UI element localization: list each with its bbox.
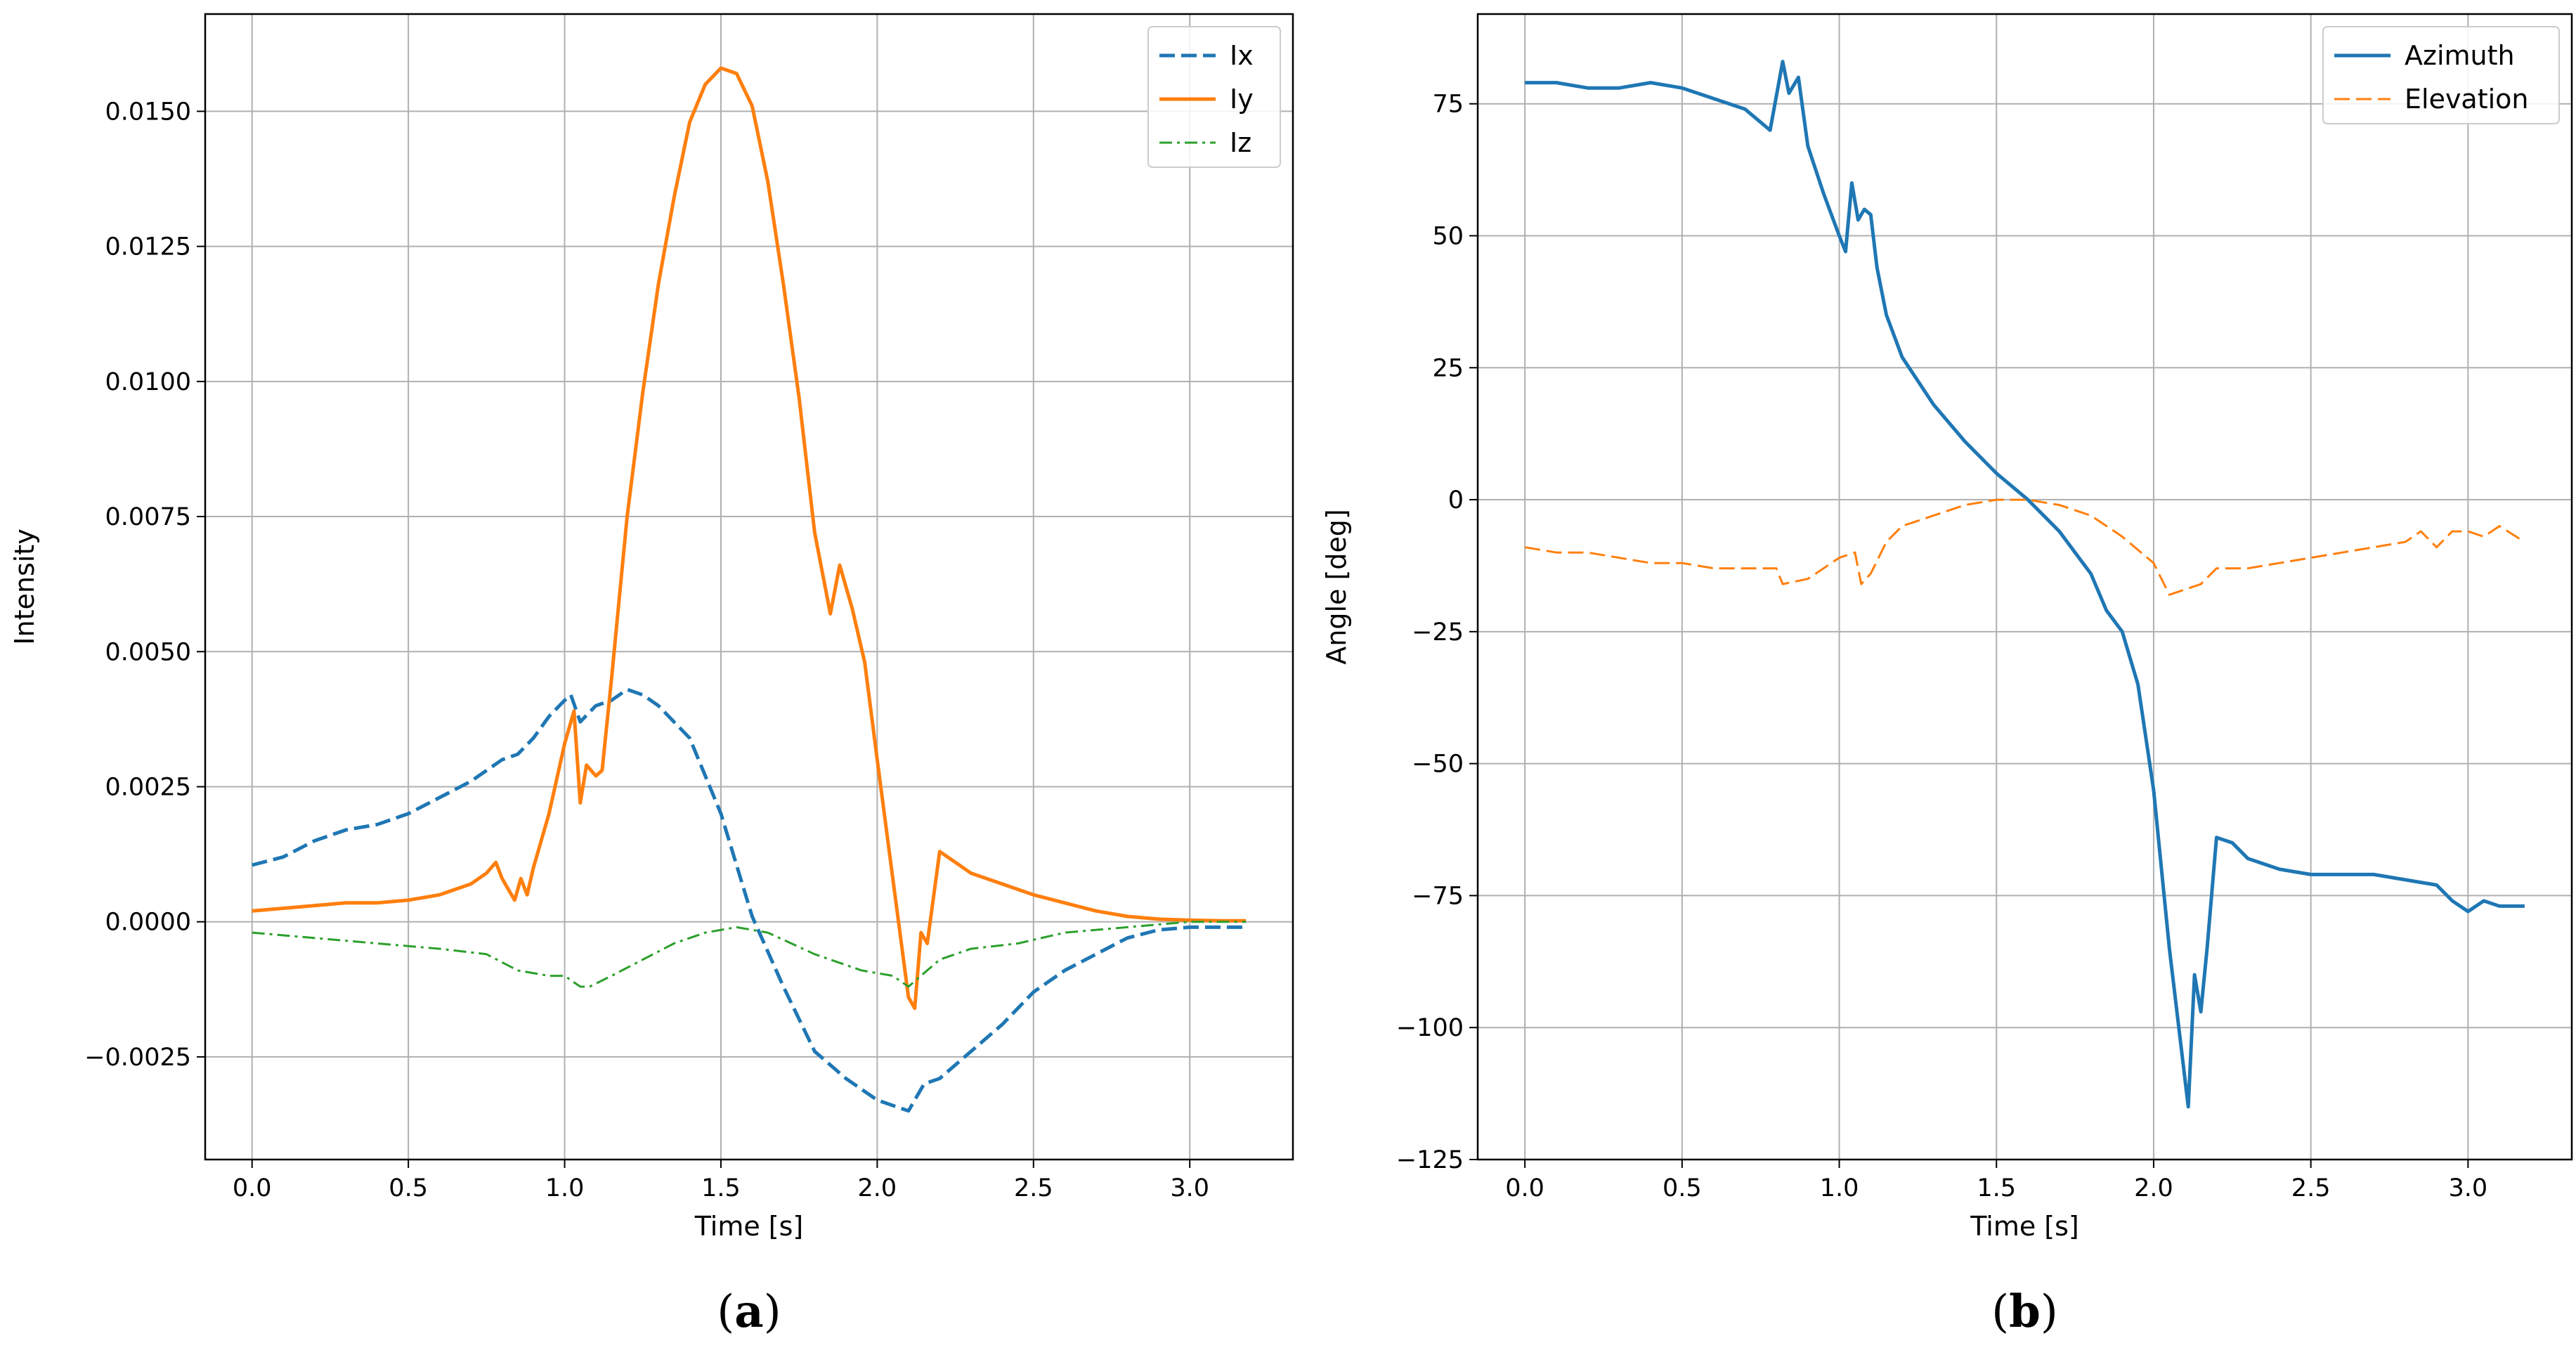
chart-a-legend: Ix Iy Iz — [1147, 26, 1281, 168]
chart-b-axes-frame — [1476, 13, 2573, 1161]
chart-b-x-axis-label: Time [s] — [1970, 1211, 2079, 1242]
chart-a-x-tick-label: 2.0 — [858, 1174, 897, 1202]
chart-a-axes-frame — [204, 13, 1294, 1161]
chart-a-y-tick-label: 0.0125 — [105, 233, 191, 261]
chart-b-y-tick-label: −100 — [1396, 1014, 1464, 1042]
chart-a-y-tick-label: 0.0150 — [105, 98, 191, 126]
chart-b-legend: Azimuth Elevation — [2322, 26, 2560, 124]
chart-b-x-ticks: 0.0 0.5 1.0 1.5 2.0 2.5 3.0 — [1505, 1160, 2487, 1202]
chart-a-x-tick-label: 0.0 — [233, 1174, 272, 1202]
chart-a-legend-label-iy: Iy — [1230, 84, 1254, 115]
chart-b-y-tick-label: −50 — [1412, 751, 1464, 779]
chart-b-series — [1524, 60, 2525, 1109]
chart-panel-a: 0.0 0.5 1.0 1.5 2.0 2.5 3.0 −0.0025 0.0000 0.002… — [9, 13, 1294, 1338]
chart-b-x-tick-label: 1.5 — [1977, 1174, 2016, 1202]
chart-a-legend-label-iz: Iz — [1230, 127, 1251, 158]
chart-panel-b: 0.0 0.5 1.0 1.5 2.0 2.5 3.0 −125 −100 −75 −50 −25 0… — [1321, 13, 2573, 1338]
chart-b-x-tick-label: 0.0 — [1505, 1174, 1544, 1202]
chart-b-series-azimuth — [1525, 60, 2525, 1109]
chart-a-x-ticks: 0.0 0.5 1.0 1.5 2.0 2.5 3.0 — [233, 1160, 1209, 1202]
chart-a-series-iz — [252, 921, 1247, 988]
chart-a-x-axis-label: Time [s] — [694, 1211, 804, 1242]
chart-b-x-tick-label: 2.0 — [2134, 1174, 2173, 1202]
chart-a-x-tick-label: 1.0 — [545, 1174, 585, 1202]
chart-b-caption-open: ( — [1991, 1286, 2009, 1338]
chart-a-legend-label-ix: Ix — [1230, 40, 1254, 71]
chart-b-y-ticks: −125 −100 −75 −50 −25 0 25 50 75 — [1396, 91, 1478, 1174]
chart-a-series — [252, 66, 1247, 1113]
chart-a-y-tick-label: 0.0075 — [105, 503, 191, 531]
chart-a-caption-open: ( — [717, 1286, 734, 1338]
chart-a-y-tick-label: 0.0000 — [105, 909, 191, 937]
chart-a-caption-close: ) — [764, 1286, 781, 1338]
chart-b-y-tick-label: 25 — [1432, 354, 1464, 382]
chart-b-legend-label-elevation: Elevation — [2405, 84, 2529, 115]
chart-b-x-tick-label: 2.5 — [2291, 1174, 2331, 1202]
chart-a-legend-box — [1147, 26, 1281, 168]
chart-b-x-tick-label: 0.5 — [1663, 1174, 1702, 1202]
chart-a-x-tick-label: 3.0 — [1170, 1174, 1209, 1202]
chart-b-gridlines — [1478, 14, 2572, 1160]
chart-a-y-tick-label: −0.0025 — [84, 1044, 191, 1072]
chart-a-series-ix — [252, 687, 1247, 1113]
chart-b-caption: (b) — [1991, 1285, 2058, 1338]
chart-b-y-tick-label: −125 — [1396, 1146, 1464, 1174]
chart-a-caption: (a) — [717, 1285, 781, 1338]
chart-b-caption-close: ) — [2041, 1286, 2058, 1338]
chart-b-y-tick-label: 75 — [1432, 91, 1464, 119]
chart-b-y-tick-label: −75 — [1412, 882, 1464, 910]
chart-b-x-tick-label: 3.0 — [2449, 1174, 2488, 1202]
chart-a-x-tick-label: 1.5 — [701, 1174, 741, 1202]
chart-b-x-tick-label: 1.0 — [1820, 1174, 1859, 1202]
chart-a-y-axis-label: Intensity — [9, 528, 40, 644]
chart-a-x-tick-label: 0.5 — [389, 1174, 428, 1202]
chart-a-x-tick-label: 2.5 — [1014, 1174, 1053, 1202]
chart-b-series-elevation — [1524, 498, 2525, 596]
chart-a-gridlines — [205, 14, 1293, 1160]
chart-b-legend-label-azimuth: Azimuth — [2405, 40, 2515, 71]
chart-b-y-tick-label: 50 — [1432, 222, 1464, 250]
chart-a-y-ticks: −0.0025 0.0000 0.0025 0.0050 0.0075 0.0100 0.0… — [84, 98, 205, 1072]
chart-a-series-iy — [252, 66, 1247, 1011]
chart-b-y-tick-label: 0 — [1448, 486, 1464, 514]
chart-a-caption-letter: a — [734, 1285, 763, 1338]
chart-a-y-tick-label: 0.0050 — [105, 638, 191, 666]
chart-b-y-axis-label: Angle [deg] — [1321, 509, 1352, 665]
chart-a-y-tick-label: 0.0025 — [105, 773, 191, 801]
chart-b-caption-letter: b — [2009, 1285, 2041, 1338]
chart-b-y-tick-label: −25 — [1412, 618, 1464, 647]
chart-a-y-tick-label: 0.0100 — [105, 368, 191, 396]
